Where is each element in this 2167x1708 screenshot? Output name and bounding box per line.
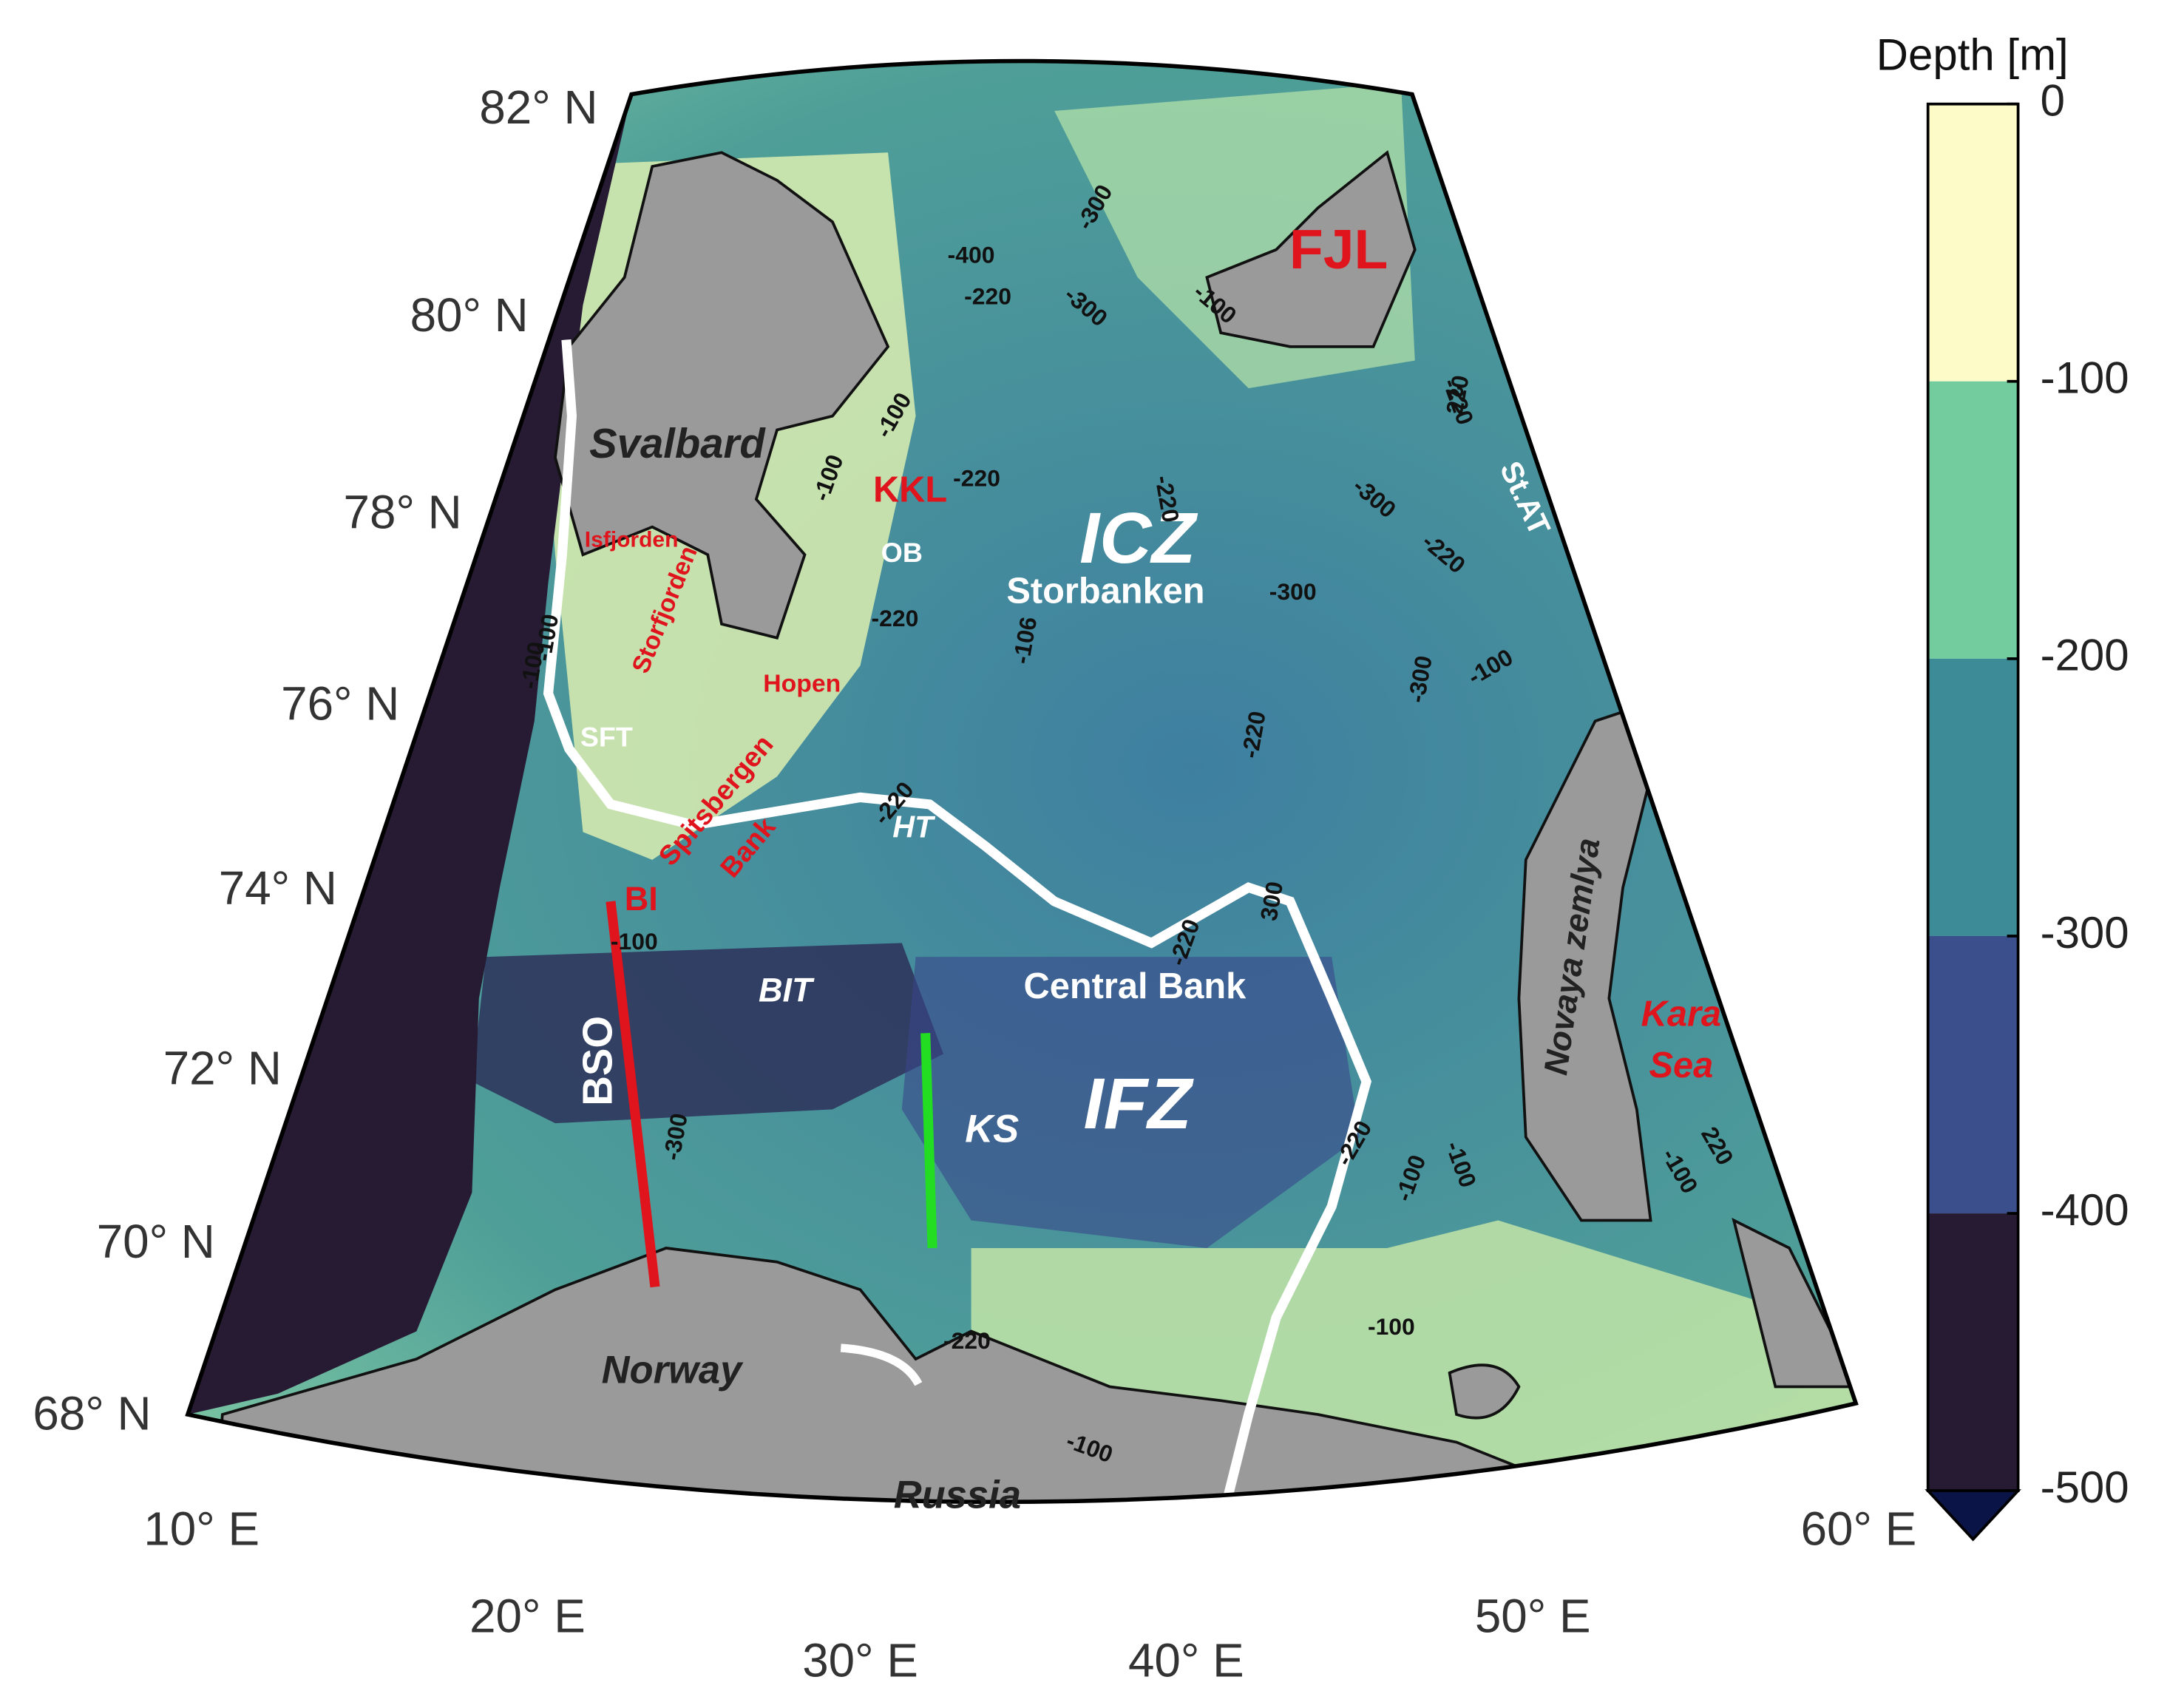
place-label: IFZ <box>1084 1063 1195 1144</box>
lat-label: 82° N <box>479 81 597 134</box>
svalbard-land <box>554 151 890 640</box>
place-label: OB <box>881 537 923 568</box>
place-label: KKL <box>873 470 947 510</box>
place-label: SFT <box>580 722 633 753</box>
place-label: Central Bank <box>1024 966 1247 1006</box>
place-label: Storbanken <box>1006 572 1204 611</box>
yamal-land <box>1732 1217 1856 1389</box>
place-label: HT <box>892 810 936 844</box>
lon-label: 10° E <box>143 1502 260 1555</box>
lat-label: 76° N <box>281 677 399 730</box>
contour-label: -100 <box>1368 1313 1415 1340</box>
place-label: Isfjorden <box>585 527 679 552</box>
lon-label: 20° E <box>469 1589 586 1642</box>
colorbar-title: Depth [m] <box>1876 30 2069 80</box>
white-segment <box>840 1343 923 1386</box>
colorbar-band <box>1927 381 2018 659</box>
contour-label: -220 <box>943 1327 991 1354</box>
lat-label: 78° N <box>344 486 462 539</box>
lat-label: 74° N <box>219 861 337 915</box>
lat-label: 70° N <box>97 1215 215 1268</box>
place-label: FJL <box>1289 218 1388 280</box>
place-label: BI <box>625 880 658 918</box>
place-label: Sea <box>1649 1046 1713 1085</box>
lat-label: 80° N <box>410 288 529 342</box>
contour-label: -100 <box>611 928 658 955</box>
kolguev-island <box>1448 1363 1521 1420</box>
lon-label: 40° E <box>1128 1633 1244 1687</box>
colorbar-band <box>1927 658 2018 936</box>
contour-label: -220 <box>953 464 1000 491</box>
contour-label: -300 <box>1269 578 1317 605</box>
contour-label: -220 <box>964 283 1011 310</box>
graticule: 82° N 80° N 78° N 76° N 74° N 72° N 70° … <box>33 81 1916 1687</box>
place-label: ICZ <box>1079 498 1198 578</box>
colorbar-band <box>1927 935 2018 1214</box>
colorbar-tick-label: -400 <box>2041 1185 2129 1235</box>
bso-transect <box>606 901 660 1288</box>
place-label: BIT <box>759 972 815 1009</box>
lat-label: 68° N <box>33 1387 151 1440</box>
map-frame <box>185 58 1859 1505</box>
colorbar-band <box>1927 104 2018 382</box>
colorbar-band <box>1927 1213 2018 1491</box>
colorbar-tick-label: -200 <box>2041 631 2129 680</box>
place-label: KS <box>965 1107 1019 1150</box>
place-label: BSO <box>574 1016 621 1106</box>
lon-label: 50° E <box>1475 1589 1591 1642</box>
deep-basin <box>901 957 1360 1248</box>
colorbar-frame <box>1926 102 2020 1493</box>
colorbar-extend <box>1924 1489 2021 1542</box>
lon-label: 30° E <box>802 1633 918 1687</box>
contour-label: -220 <box>872 605 919 631</box>
fjl-land <box>1205 150 1417 348</box>
colorbar-tick-label: -100 <box>2041 353 2129 403</box>
place-label: Kara <box>1641 994 1721 1034</box>
place-label: Hopen <box>763 669 841 697</box>
colorbar-tick-label: 0 <box>2041 76 2065 126</box>
ks-transect <box>920 1033 937 1249</box>
place-label: Norway <box>602 1349 744 1392</box>
lat-label: 72° N <box>163 1042 282 1095</box>
lon-label: 60° E <box>1801 1502 1917 1555</box>
colorbar-tick-label: -500 <box>2041 1463 2129 1512</box>
colorbar: Depth [m] 0 -100 -200 -300 -400 -500 <box>1876 30 2129 1542</box>
colorbar-tick-label: -300 <box>2041 908 2129 958</box>
mainland <box>207 1247 1527 1502</box>
contour-label: -400 <box>948 241 995 268</box>
place-label: Svalbard <box>589 420 766 467</box>
front-line <box>543 339 1372 1502</box>
place-label: Russia <box>894 1473 1021 1516</box>
bear-island-trough <box>472 943 944 1124</box>
